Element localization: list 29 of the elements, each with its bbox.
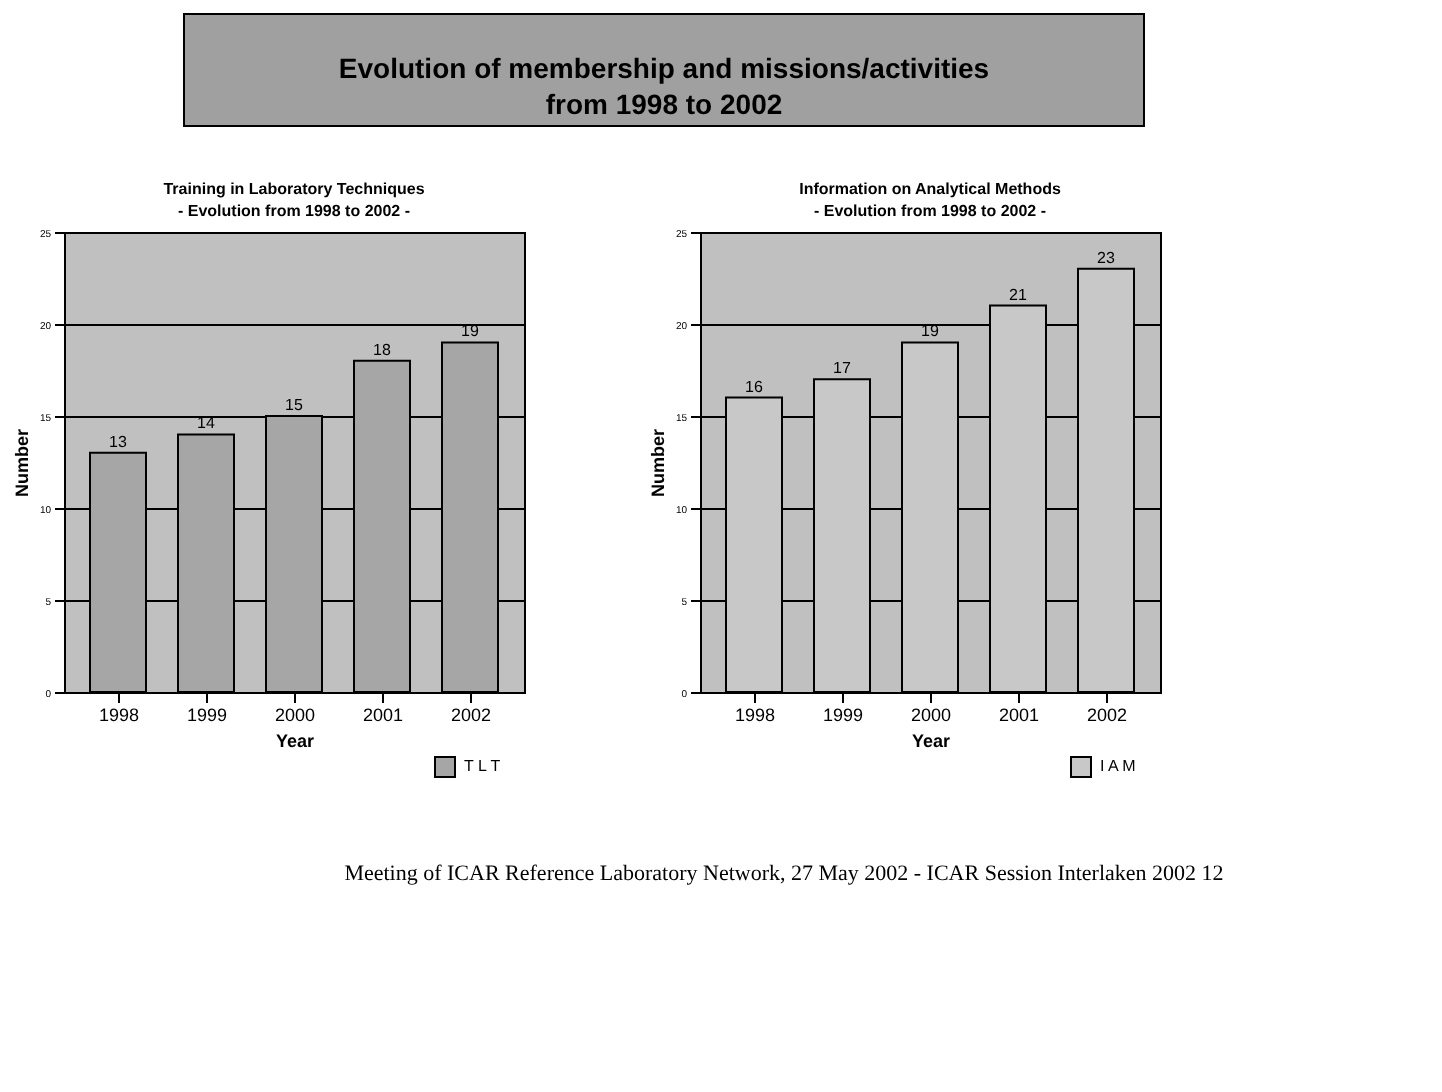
x-axis-title: Year (911, 731, 951, 751)
x-tick-label: 2002 (1086, 705, 1128, 725)
data-label: 23 (1097, 248, 1116, 267)
data-label: 13 (109, 432, 128, 451)
data-label: 16 (745, 377, 764, 396)
x-tick-label: 1999 (186, 705, 228, 725)
data-label: 17 (833, 359, 852, 378)
legend-label: I A M (1100, 757, 1137, 775)
x-tick-label: 1998 (98, 705, 140, 725)
y-axis-title: Number (647, 428, 668, 498)
data-label: 18 (373, 340, 392, 359)
x-tick-label: 2000 (274, 705, 316, 725)
y-axis-title: Number (11, 428, 32, 498)
x-tick-label: 1999 (822, 705, 864, 725)
x-tick-label: 2002 (450, 705, 492, 725)
x-tick-label: 2001 (362, 705, 404, 725)
chart-subtitle: - Evolution from 1998 to 2002 - (813, 202, 1047, 220)
data-label: 15 (285, 396, 304, 414)
legend-label: T L T (464, 757, 501, 775)
chart-subtitle: - Evolution from 1998 to 2002 - (177, 202, 411, 220)
text: Evolution of membership and missions/activities from 1998 to 2002 (338, 52, 990, 120)
x-tick-label: 1998 (734, 705, 776, 725)
x-axis-title: Year (275, 731, 315, 751)
chart-title: Training in Laboratory Techniques (163, 180, 426, 198)
x-tick-label: 2001 (998, 705, 1040, 725)
data-label: 21 (1009, 285, 1028, 304)
x-tick-label: 2000 (910, 705, 952, 725)
text: Meeting of ICAR Reference Laboratory Network, 27 May 2002 - ICAR Session Interlaken 2002 12 (344, 862, 1224, 886)
chart-title: Information on Analytical Methods (799, 180, 1062, 198)
